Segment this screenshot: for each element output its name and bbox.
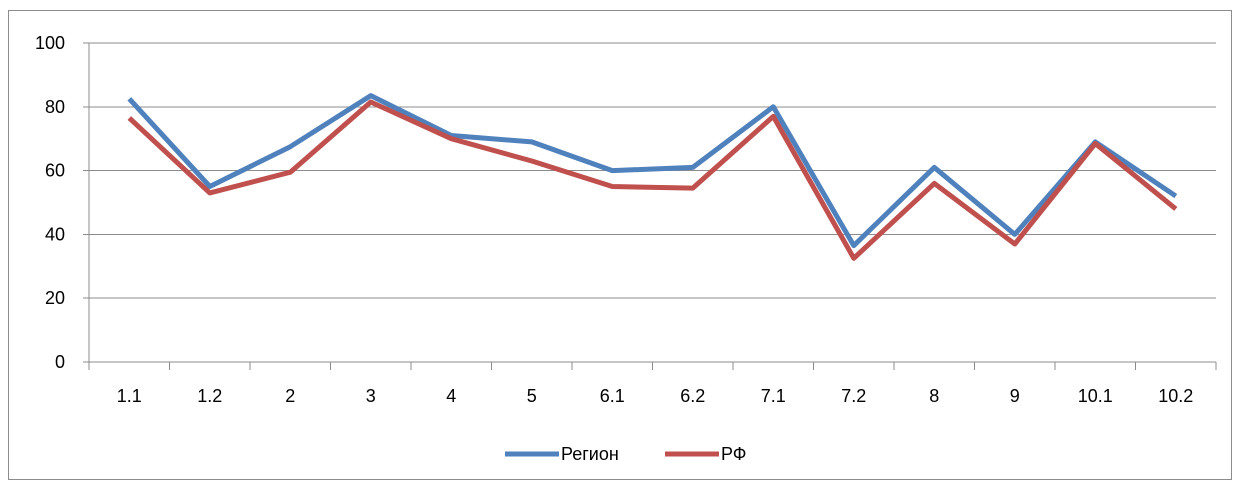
y-tick-label: 80	[45, 97, 65, 117]
x-tick-label: 9	[1010, 386, 1020, 406]
series-line-1	[127, 99, 1178, 261]
x-tick-label: 6.1	[600, 386, 625, 406]
x-tick-label: 1.2	[197, 386, 222, 406]
x-tick-label: 6.2	[680, 386, 705, 406]
x-tick-label: 3	[366, 386, 376, 406]
x-tick-label: 4	[446, 386, 456, 406]
y-tick-label: 40	[45, 224, 65, 244]
y-tick-label: 100	[35, 33, 65, 53]
series-line-0	[127, 93, 1178, 249]
x-tick-label: 7.1	[761, 386, 786, 406]
x-tick-label: 5	[527, 386, 537, 406]
x-tick-label: 10.1	[1078, 386, 1113, 406]
y-tick-label: 20	[45, 288, 65, 308]
x-tick-label: 7.2	[841, 386, 866, 406]
x-tick-label: 2	[285, 386, 295, 406]
chart-frame	[8, 10, 1232, 480]
x-tick-label: 1.1	[117, 386, 142, 406]
legend-label-1: РФ	[721, 444, 747, 464]
y-tick-label: 60	[45, 161, 65, 181]
x-tick-label: 10.2	[1158, 386, 1193, 406]
x-tick-label: 8	[929, 386, 939, 406]
legend-label-0: Регион	[561, 444, 619, 464]
y-tick-label: 0	[55, 352, 65, 372]
